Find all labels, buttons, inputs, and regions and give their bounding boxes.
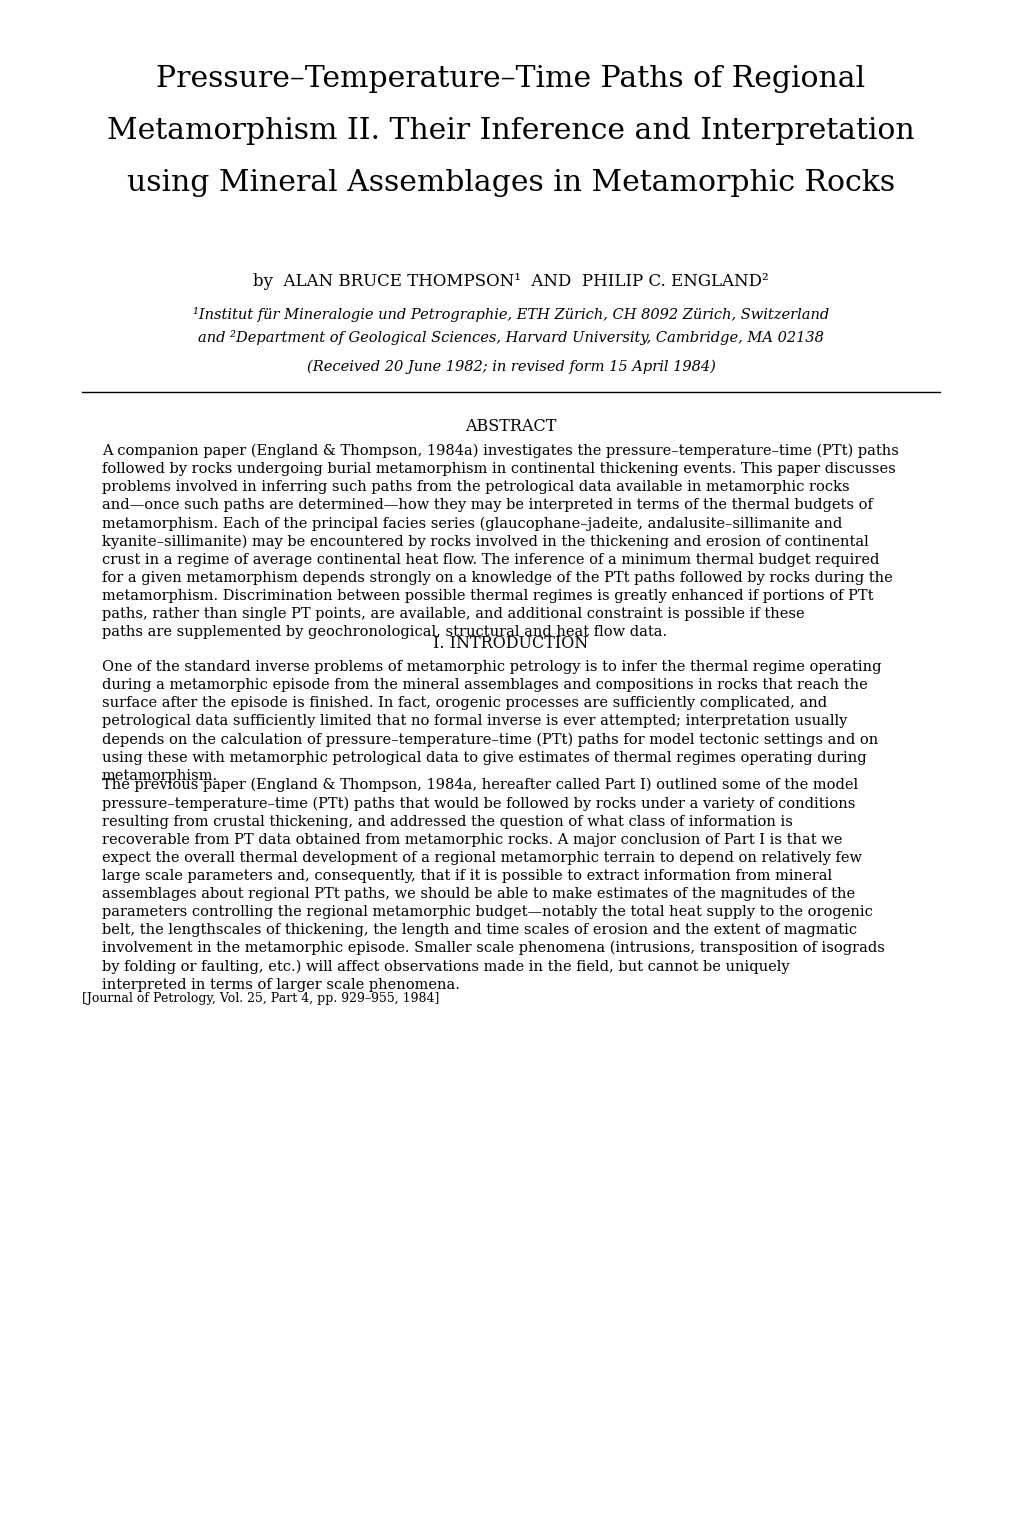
Text: ABSTRACT: ABSTRACT <box>465 418 556 435</box>
Text: using Mineral Assemblages in Metamorphic Rocks: using Mineral Assemblages in Metamorphic… <box>126 169 895 198</box>
Text: ¹Institut für Mineralogie und Petrographie, ETH Zürich, CH 8092 Zürich, Switzerl: ¹Institut für Mineralogie und Petrograph… <box>193 306 828 322</box>
Text: [Journal of Petrology, Vol. 25, Part 4, pp. 929–955, 1984]: [Journal of Petrology, Vol. 25, Part 4, … <box>82 993 439 1005</box>
Text: A companion paper (England & Thompson, 1984a) investigates the pressure–temperat: A companion paper (England & Thompson, 1… <box>102 444 898 639</box>
Text: Pressure–Temperature–Time Paths of Regional: Pressure–Temperature–Time Paths of Regio… <box>156 64 865 93</box>
Text: by  ALAN BRUCE THOMPSON¹  AND  PHILIP C. ENGLAND²: by ALAN BRUCE THOMPSON¹ AND PHILIP C. EN… <box>253 273 768 290</box>
Text: Metamorphism II. Their Inference and Interpretation: Metamorphism II. Their Inference and Int… <box>107 116 914 146</box>
Text: One of the standard inverse problems of metamorphic petrology is to infer the th: One of the standard inverse problems of … <box>102 660 880 783</box>
Text: (Received 20 June 1982; in revised form 15 April 1984): (Received 20 June 1982; in revised form … <box>307 360 714 374</box>
Text: I. INTRODUCTION: I. INTRODUCTION <box>433 634 588 651</box>
Text: and ²Department of Geological Sciences, Harvard University, Cambridge, MA 02138: and ²Department of Geological Sciences, … <box>198 329 823 345</box>
Text: The previous paper (England & Thompson, 1984a, hereafter called Part I) outlined: The previous paper (England & Thompson, … <box>102 778 884 991</box>
